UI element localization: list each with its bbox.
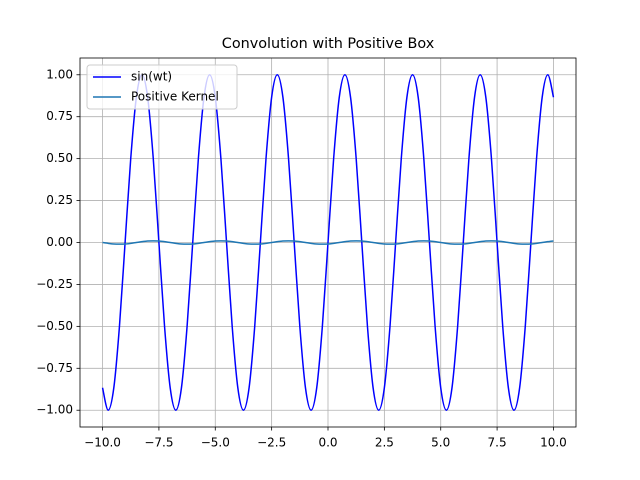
x-tick-label: 0.0: [318, 436, 337, 450]
x-tick-label: −2.5: [257, 436, 286, 450]
y-tick-label: 0.00: [46, 235, 73, 249]
y-tick-label: −1.00: [36, 403, 73, 417]
legend-label: sin(wt): [131, 70, 172, 84]
x-tick-label: 2.5: [375, 436, 394, 450]
x-tick-label: 7.5: [488, 436, 507, 450]
y-tick-label: 0.25: [46, 193, 73, 207]
legend-label: Positive Kernel: [131, 90, 219, 104]
legend-box: [86, 64, 238, 110]
chart-title: Convolution with Positive Box: [222, 36, 435, 52]
x-tick-label: −10.0: [84, 436, 121, 450]
legend: sin(wt) Positive Kernel: [86, 64, 238, 110]
y-tick-label: 0.75: [46, 109, 73, 123]
y-tick-label: 1.00: [46, 67, 73, 81]
y-tick-label: −0.75: [36, 361, 73, 375]
x-tick-label: −7.5: [144, 436, 173, 450]
y-tick-label: −0.50: [36, 319, 73, 333]
axes-frame: [79, 57, 577, 428]
x-tick-label: 10.0: [540, 436, 567, 450]
x-tick-label: −5.0: [201, 436, 230, 450]
x-tick-label: 5.0: [431, 436, 450, 450]
data-line: [101, 74, 555, 411]
data-line: [102, 240, 554, 245]
y-tick-label: 0.50: [46, 151, 73, 165]
y-tick-label: −0.25: [36, 277, 73, 291]
